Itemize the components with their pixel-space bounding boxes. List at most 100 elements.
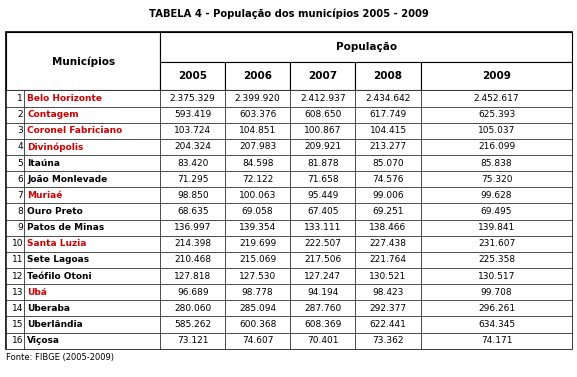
- Bar: [160, 62, 225, 90]
- Text: 2007: 2007: [308, 71, 338, 81]
- Bar: [6, 268, 24, 284]
- Bar: [290, 300, 355, 316]
- Bar: [225, 300, 290, 316]
- Bar: [355, 284, 421, 300]
- Text: Itaúna: Itaúna: [27, 159, 60, 168]
- Bar: [24, 171, 160, 187]
- Text: 9: 9: [17, 223, 23, 232]
- Bar: [160, 219, 225, 236]
- Text: 3: 3: [17, 126, 23, 135]
- Bar: [290, 316, 355, 333]
- Text: Uberaba: Uberaba: [27, 304, 70, 313]
- Bar: [24, 155, 160, 171]
- Text: Belo Horizonte: Belo Horizonte: [27, 94, 102, 103]
- Bar: [6, 107, 24, 123]
- Text: 83.420: 83.420: [177, 159, 208, 168]
- Text: 216.099: 216.099: [478, 143, 515, 152]
- Bar: [355, 204, 421, 219]
- Bar: [6, 187, 24, 204]
- Text: 11: 11: [12, 256, 23, 264]
- Text: 104.415: 104.415: [369, 126, 407, 135]
- Bar: [421, 107, 572, 123]
- Text: 1: 1: [17, 94, 23, 103]
- Text: 105.037: 105.037: [478, 126, 515, 135]
- Text: 213.277: 213.277: [369, 143, 407, 152]
- Text: 2.434.642: 2.434.642: [365, 94, 411, 103]
- Bar: [290, 268, 355, 284]
- Text: 81.878: 81.878: [307, 159, 339, 168]
- Bar: [421, 252, 572, 268]
- Bar: [160, 107, 225, 123]
- Bar: [160, 236, 225, 252]
- Bar: [290, 204, 355, 219]
- Bar: [225, 204, 290, 219]
- Bar: [290, 90, 355, 107]
- Text: 634.345: 634.345: [478, 320, 515, 329]
- Text: Fonte: FIBGE (2005-2009): Fonte: FIBGE (2005-2009): [6, 353, 114, 362]
- Bar: [421, 316, 572, 333]
- Text: 98.778: 98.778: [242, 288, 273, 297]
- Bar: [225, 333, 290, 349]
- Bar: [225, 268, 290, 284]
- Bar: [6, 32, 160, 90]
- Text: 96.689: 96.689: [177, 288, 208, 297]
- Bar: [421, 123, 572, 139]
- Text: 68.635: 68.635: [177, 207, 208, 216]
- Bar: [421, 219, 572, 236]
- Text: 7: 7: [17, 191, 23, 200]
- Text: 72.122: 72.122: [242, 175, 273, 184]
- Bar: [24, 316, 160, 333]
- Bar: [24, 284, 160, 300]
- Text: 608.369: 608.369: [304, 320, 342, 329]
- Text: 2.452.617: 2.452.617: [474, 94, 519, 103]
- Text: 69.251: 69.251: [372, 207, 404, 216]
- Bar: [225, 90, 290, 107]
- Bar: [225, 123, 290, 139]
- Text: 14: 14: [12, 304, 23, 313]
- Text: 15: 15: [12, 320, 23, 329]
- Bar: [160, 123, 225, 139]
- Bar: [225, 252, 290, 268]
- Text: TABELA 4 - População dos municípios 2005 - 2009: TABELA 4 - População dos municípios 2005…: [149, 8, 428, 19]
- Text: 296.261: 296.261: [478, 304, 515, 313]
- Bar: [290, 219, 355, 236]
- Text: 74.576: 74.576: [372, 175, 404, 184]
- Bar: [355, 236, 421, 252]
- Bar: [160, 90, 225, 107]
- Bar: [6, 171, 24, 187]
- Text: Ouro Preto: Ouro Preto: [27, 207, 83, 216]
- Text: 225.358: 225.358: [478, 256, 515, 264]
- Text: Coronel Fabriciano: Coronel Fabriciano: [27, 126, 122, 135]
- Text: 139.841: 139.841: [478, 223, 515, 232]
- Bar: [290, 187, 355, 204]
- Bar: [160, 333, 225, 349]
- Bar: [6, 90, 24, 107]
- Text: 130.517: 130.517: [478, 271, 515, 280]
- Bar: [6, 123, 24, 139]
- Bar: [24, 90, 160, 107]
- Text: 103.724: 103.724: [174, 126, 211, 135]
- Text: 4: 4: [17, 143, 23, 152]
- Bar: [421, 268, 572, 284]
- Bar: [421, 187, 572, 204]
- Text: João Monlevade: João Monlevade: [27, 175, 107, 184]
- Text: 2008: 2008: [373, 71, 403, 81]
- Bar: [355, 333, 421, 349]
- Text: 133.111: 133.111: [304, 223, 342, 232]
- Bar: [355, 300, 421, 316]
- Text: 13: 13: [12, 288, 23, 297]
- Text: 70.401: 70.401: [307, 336, 339, 345]
- Bar: [24, 107, 160, 123]
- Text: 10: 10: [12, 239, 23, 248]
- Bar: [6, 316, 24, 333]
- Bar: [24, 187, 160, 204]
- Text: 94.194: 94.194: [307, 288, 339, 297]
- Bar: [24, 123, 160, 139]
- Bar: [24, 219, 160, 236]
- Text: 100.867: 100.867: [304, 126, 342, 135]
- Bar: [290, 123, 355, 139]
- Bar: [160, 252, 225, 268]
- Bar: [290, 236, 355, 252]
- Bar: [225, 171, 290, 187]
- Text: 2006: 2006: [243, 71, 272, 81]
